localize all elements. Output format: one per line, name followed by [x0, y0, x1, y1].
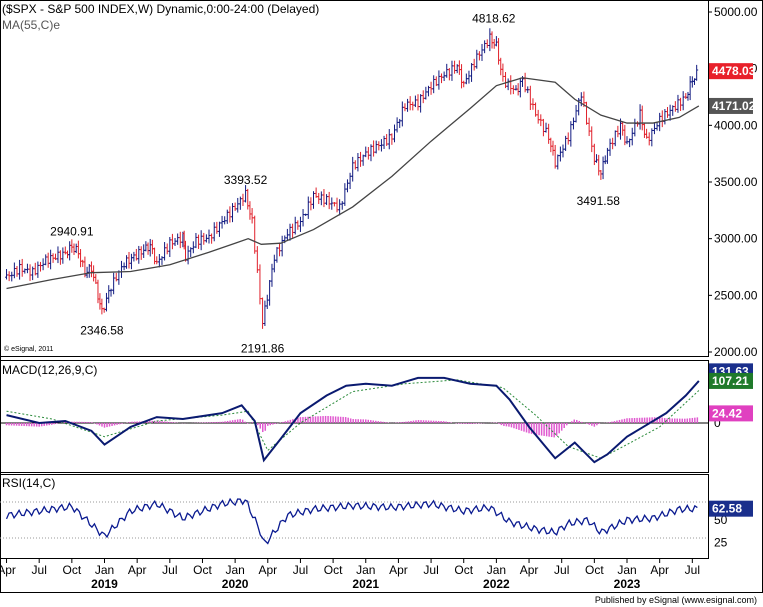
x-axis-month-label: Apr	[128, 563, 147, 577]
rsi-panel-frame	[0, 474, 709, 559]
x-axis-year-label: 2020	[222, 577, 249, 591]
price-tick-label: 4000.00	[714, 118, 758, 132]
last-price-tag-bg	[709, 63, 753, 80]
rsi-label: RSI(14,C)	[2, 476, 56, 490]
ma-label: MA(55,C)e	[2, 18, 61, 32]
macd-label: MACD(12,26,9,C)	[2, 363, 98, 377]
price-annotation: 3393.52	[224, 173, 268, 187]
x-axis-month-label: Jul	[162, 563, 177, 577]
x-axis-month-label: Oct	[585, 563, 604, 577]
price-tick-label: 3500.00	[714, 175, 758, 189]
x-axis-month-label: Oct	[63, 563, 82, 577]
last-ma-tag-bg	[709, 97, 753, 114]
outer-frame	[0, 0, 763, 593]
x-axis-month-label: Apr	[258, 563, 277, 577]
x-axis-month-label: Jul	[293, 563, 308, 577]
x-axis-month-label: Jan	[225, 563, 244, 577]
last-ma-tag: 4171.02	[712, 99, 756, 113]
x-axis-year-label: 2021	[352, 577, 379, 591]
x-axis-month-label: Oct	[454, 563, 473, 577]
x-axis-month-label: Jul	[685, 563, 700, 577]
price-annotation: 2940.91	[50, 224, 94, 238]
price-annotation: 2191.86	[241, 341, 285, 355]
x-axis-month-label: Jan	[95, 563, 114, 577]
x-axis-month-label: Apr	[650, 563, 669, 577]
macd-last-tag: 107.21	[712, 374, 749, 388]
macd-line	[6, 376, 700, 464]
macd-hist-tag: 24.42	[712, 406, 742, 420]
x-axis-month-label: Apr	[389, 563, 408, 577]
x-axis-month-label: Jan	[617, 563, 636, 577]
rsi-last-tag-bg	[709, 500, 753, 517]
price-annotation: 3491.58	[577, 194, 621, 208]
ma55-line	[6, 77, 700, 290]
x-axis-month-label: Jan	[356, 563, 375, 577]
copyright-label: © eSignal, 2011	[4, 346, 54, 353]
macd-zero-label: 0	[714, 416, 721, 430]
x-axis-month-label: Apr	[0, 563, 16, 577]
rsi-tick-label: 25	[714, 536, 728, 550]
macd-hist-tag-bg	[709, 405, 753, 422]
x-axis-month-label: Jan	[487, 563, 506, 577]
x-axis-month-label: Jul	[423, 563, 438, 577]
price-tick-label: 2000.00	[714, 345, 758, 359]
macd-last-tag-bg	[709, 372, 753, 389]
x-axis-year-label: 2019	[91, 577, 118, 591]
published-by: Published by eSignal (www.esignal.com)	[594, 595, 757, 605]
price-tick-label: 5000.00	[714, 5, 758, 19]
x-axis-month-label: Oct	[324, 563, 343, 577]
rsi-last-tag: 62.58	[712, 502, 742, 516]
chart-title: ($SPX - S&P 500 INDEX,W) Dynamic,0:00-24…	[2, 2, 320, 16]
macd-signal-line	[6, 379, 700, 459]
last-price-tag: 4478.03	[712, 64, 756, 78]
x-axis-month-label: Oct	[193, 563, 212, 577]
x-axis-year-label: 2023	[614, 577, 641, 591]
rsi-line	[5, 497, 698, 545]
price-tick-label: 2500.00	[714, 288, 758, 302]
x-axis-month-label: Jul	[32, 563, 47, 577]
x-axis-year-label: 2022	[483, 577, 510, 591]
macd-panel-frame	[0, 360, 709, 473]
x-axis-month-label: Jul	[554, 563, 569, 577]
price-tick-label: 3000.00	[714, 232, 758, 246]
x-axis-month-label: Apr	[520, 563, 539, 577]
price-annotation: 4818.62	[472, 12, 516, 26]
price-annotation: 2346.58	[80, 324, 124, 338]
